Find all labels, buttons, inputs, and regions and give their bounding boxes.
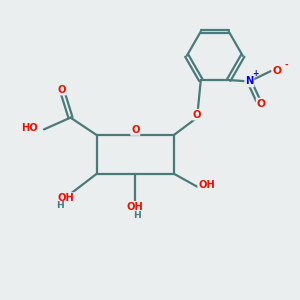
Text: OH: OH (127, 202, 144, 212)
Text: N: N (245, 76, 254, 86)
Text: H: H (56, 201, 64, 210)
Text: OH: OH (58, 193, 74, 203)
Text: HO: HO (21, 123, 38, 133)
Text: O: O (57, 85, 66, 94)
Text: -: - (285, 61, 289, 70)
Text: O: O (131, 125, 140, 135)
Text: O: O (273, 66, 282, 76)
Text: OH: OH (198, 180, 215, 190)
Text: O: O (193, 110, 201, 120)
Text: O: O (257, 99, 266, 109)
Text: +: + (253, 69, 259, 78)
Text: H: H (133, 211, 141, 220)
